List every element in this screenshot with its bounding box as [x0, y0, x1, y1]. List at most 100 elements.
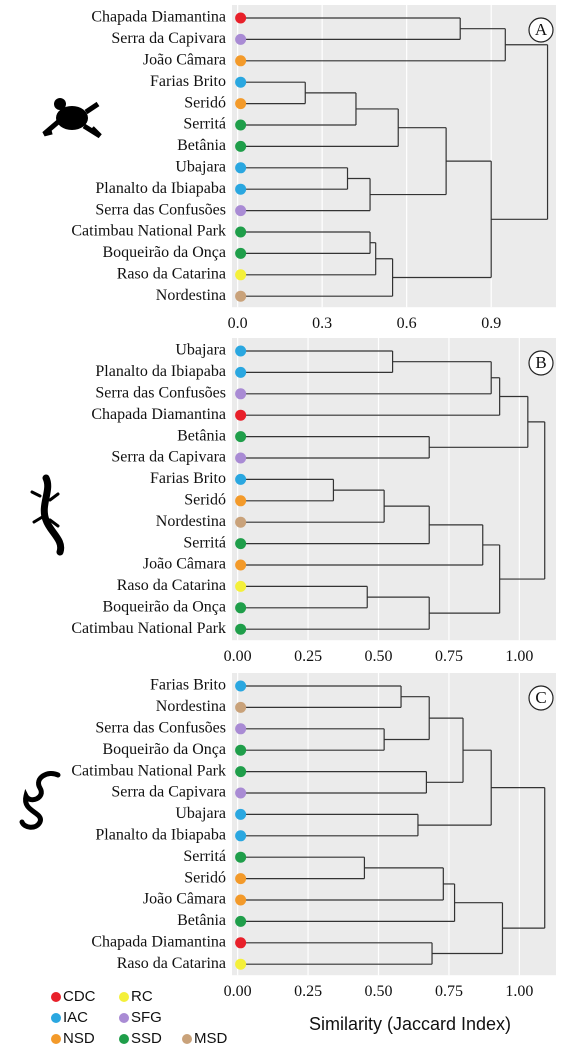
leaf-dot [235, 560, 246, 571]
leaf-dot [235, 916, 246, 927]
leaf-label: Ubajara [175, 805, 226, 822]
leaf-dot [235, 895, 246, 906]
panel-letter: A [535, 20, 548, 39]
leaf-dot [235, 431, 246, 442]
leaf-dot [235, 873, 246, 884]
legend-label: NSD [63, 1030, 95, 1047]
leaf-label: Serra da Capivara [111, 449, 226, 466]
leaf-dot [235, 809, 246, 820]
legend-label: IAC [63, 1009, 88, 1026]
legend-dot [51, 1013, 61, 1023]
plot-background [232, 338, 556, 640]
leaf-label: Betânia [177, 137, 226, 154]
x-tick-label: 1.00 [505, 983, 533, 1000]
leaf-dot [235, 538, 246, 549]
leaf-label: Ubajara [175, 342, 226, 359]
leaf-label: Serra das Confusões [95, 384, 226, 401]
leaf-dot [235, 959, 246, 970]
leaf-dot [235, 681, 246, 692]
leaf-label: Catimbau National Park [71, 762, 226, 779]
leaf-label: Serra das Confusões [95, 719, 226, 736]
panel-letter: B [535, 353, 546, 372]
leaf-dot [235, 77, 246, 88]
leaf-label: Raso da Catarina [117, 577, 226, 594]
leaf-dot [235, 581, 246, 592]
leaf-label: Catimbau National Park [71, 620, 226, 637]
leaf-dot [235, 453, 246, 464]
leaf-label: Farias Brito [150, 73, 226, 90]
leaf-dot [235, 602, 246, 613]
figure: Similarity (Jaccard Index) 0.00.30.60.9C… [0, 0, 561, 1047]
leaf-dot [235, 388, 246, 399]
legend-dot [119, 1013, 129, 1023]
panel-letter: C [535, 688, 546, 707]
leaf-dot [235, 291, 246, 302]
leaf-dot [235, 517, 246, 528]
leaf-label: Betânia [177, 912, 226, 929]
x-tick-label: 0.3 [312, 315, 332, 332]
leaf-dot [235, 367, 246, 378]
legend-label: SSD [131, 1030, 162, 1047]
legend-dot [51, 992, 61, 1002]
x-tick-label: 1.00 [505, 648, 533, 665]
leaf-dot [235, 184, 246, 195]
leaf-label: Betânia [177, 427, 226, 444]
x-axis-title: Similarity (Jaccard Index) [309, 1014, 511, 1034]
leaf-dot [235, 162, 246, 173]
leaf-label: Serritá [183, 534, 226, 551]
leaf-label: Nordestina [156, 698, 226, 715]
leaf-label: Nordestina [156, 287, 226, 304]
leaf-dot [235, 474, 246, 485]
leaf-label: Serritá [183, 848, 226, 865]
leaf-dot [235, 13, 246, 24]
leaf-label: Serra das Confusões [95, 201, 226, 218]
leaf-label: João Câmara [143, 556, 226, 573]
leaf-label: Chapada Diamantina [91, 933, 226, 950]
leaf-label: João Câmara [143, 51, 226, 68]
leaf-label: Serra da Capivara [111, 30, 226, 47]
leaf-label: Farias Brito [150, 677, 226, 694]
leaf-label: Seridó [184, 869, 226, 886]
leaf-label: Nordestina [156, 513, 226, 530]
leaf-label: Planalto da Ibiapaba [95, 826, 226, 843]
leaf-label: Boqueirão da Onça [102, 244, 226, 261]
legend-dot [119, 1034, 129, 1044]
x-tick-label: 0.9 [481, 315, 501, 332]
legend-dot [182, 1034, 192, 1044]
leaf-dot [235, 937, 246, 948]
leaf-dot [235, 269, 246, 280]
x-tick-label: 0.50 [365, 648, 393, 665]
leaf-label: Raso da Catarina [117, 955, 226, 972]
leaf-dot [235, 205, 246, 216]
plot-background [232, 5, 556, 307]
leaf-dot [235, 346, 246, 357]
legend-label: SFG [131, 1009, 162, 1026]
leaf-dot [235, 120, 246, 131]
leaf-dot [235, 766, 246, 777]
x-tick-label: 0.75 [435, 983, 463, 1000]
leaf-label: Seridó [184, 94, 226, 111]
lizard-icon [32, 478, 61, 552]
x-tick-label: 0.00 [224, 983, 252, 1000]
legend-label: MSD [194, 1030, 228, 1047]
legend-label: RC [131, 988, 153, 1005]
leaf-label: Farias Brito [150, 470, 226, 487]
leaf-label: Ubajara [175, 158, 226, 175]
leaf-dot [235, 702, 246, 713]
leaf-label: Boqueirão da Onça [102, 598, 226, 615]
leaf-label: Serritá [183, 116, 226, 133]
leaf-dot [235, 141, 246, 152]
leaf-label: Planalto da Ibiapaba [95, 363, 226, 380]
leaf-dot [235, 788, 246, 799]
leaf-dot [235, 227, 246, 238]
x-tick-label: 0.25 [294, 648, 322, 665]
leaf-label: Seridó [184, 491, 226, 508]
leaf-dot [235, 248, 246, 259]
snake-icon [22, 773, 58, 827]
leaf-dot [235, 830, 246, 841]
plot-background [232, 673, 556, 975]
leaf-dot [235, 34, 246, 45]
leaf-dot [235, 98, 246, 109]
x-tick-label: 0.0 [228, 315, 248, 332]
leaf-label: Raso da Catarina [117, 265, 226, 282]
